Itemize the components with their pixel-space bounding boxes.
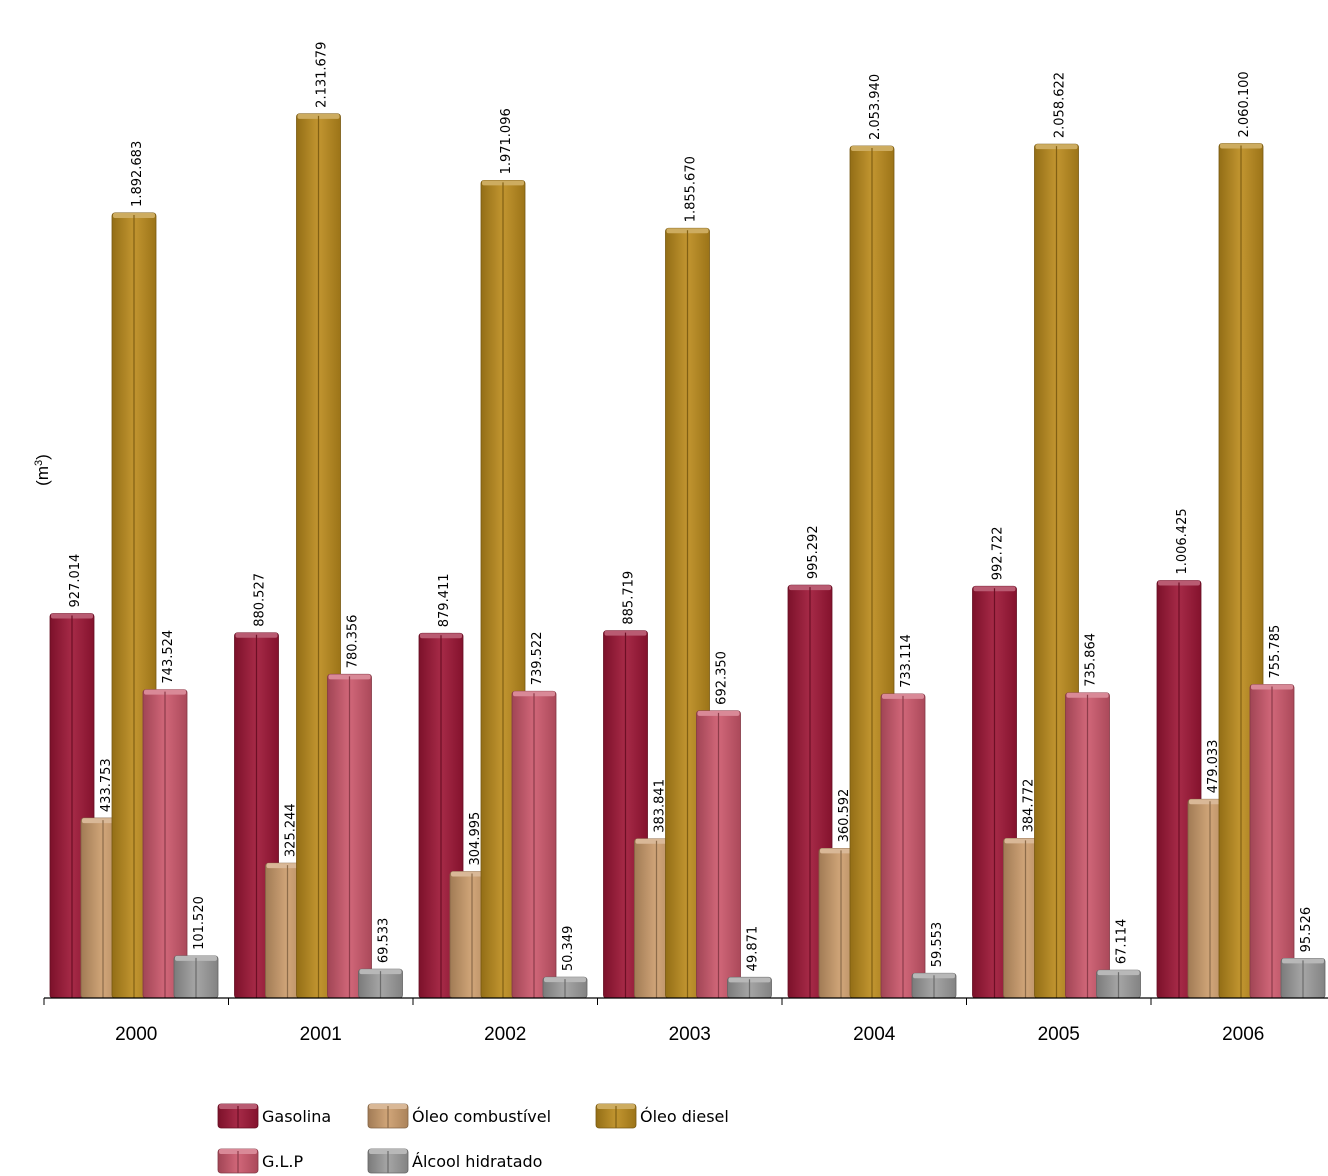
bar-2001-3 xyxy=(327,673,372,999)
data-label: 49.871 xyxy=(746,926,761,972)
bar-2003-4 xyxy=(727,976,772,999)
x-tick-label: 2003 xyxy=(669,1024,711,1045)
data-label: 735.864 xyxy=(1084,633,1099,687)
bar-2000-3 xyxy=(142,689,188,999)
data-label: 1.006.425 xyxy=(1175,508,1190,574)
data-label: 743.524 xyxy=(161,630,176,684)
legend-item: Óleo diesel xyxy=(595,1103,729,1129)
data-label: 733.114 xyxy=(899,634,914,688)
data-label: 101.520 xyxy=(192,896,207,950)
legend-label: Óleo combustível xyxy=(412,1107,551,1126)
data-label: 2.053.940 xyxy=(868,74,883,140)
x-tick-label: 2002 xyxy=(484,1024,526,1045)
x-tick-label: 2004 xyxy=(853,1024,896,1045)
y-axis-label-close: ) xyxy=(33,454,52,460)
data-label: 69.533 xyxy=(377,918,392,964)
data-label: 479.033 xyxy=(1206,740,1221,794)
bar-2002-4 xyxy=(542,976,588,999)
data-label: 879.411 xyxy=(437,573,452,627)
bars-layer xyxy=(49,113,1326,999)
bar-2001-4 xyxy=(358,968,403,999)
data-label: 304.995 xyxy=(468,812,483,866)
data-label: 885.719 xyxy=(622,571,637,625)
x-axis: 2000 2001 2002 2003 2004 2005 2006 xyxy=(43,997,1328,1045)
data-label: 384.772 xyxy=(1022,779,1037,833)
data-label: 692.350 xyxy=(715,651,730,705)
bar-2004-4 xyxy=(911,972,957,999)
data-label: 360.592 xyxy=(837,789,852,843)
data-label: 67.114 xyxy=(1115,919,1130,965)
legend-label: Álcool hidratado xyxy=(412,1152,542,1171)
legend-label: Óleo diesel xyxy=(640,1107,729,1126)
y-axis-label-superscript: 3 xyxy=(33,460,45,466)
legend-swatch xyxy=(595,1103,637,1129)
data-label: 739.522 xyxy=(530,631,545,685)
x-tick-label: 2000 xyxy=(115,1024,157,1045)
bar-2005-3 xyxy=(1065,692,1110,999)
x-tick-label: 2006 xyxy=(1222,1024,1264,1045)
legend-swatch xyxy=(217,1148,259,1174)
data-label: 59.553 xyxy=(930,922,945,968)
legend-item: Gasolina xyxy=(217,1103,331,1129)
bar-2006-4 xyxy=(1280,957,1326,999)
data-label: 780.356 xyxy=(346,615,361,669)
data-label: 755.785 xyxy=(1268,625,1283,679)
data-label: 2.058.622 xyxy=(1053,72,1068,138)
data-label: 383.841 xyxy=(653,779,668,833)
bar-2006-3 xyxy=(1249,684,1295,999)
y-axis-label: (m3) xyxy=(33,454,52,486)
bar-2000-4 xyxy=(173,955,219,999)
legend-swatch xyxy=(217,1103,259,1129)
legend: Gasolina Óleo combustível Óleo diesel G.L.P… xyxy=(217,1103,729,1174)
x-tick-label: 2001 xyxy=(300,1024,342,1045)
data-label: 325.244 xyxy=(284,803,299,857)
data-label: 1.892.683 xyxy=(130,141,145,207)
legend-swatch xyxy=(367,1103,409,1129)
data-label: 433.753 xyxy=(99,758,114,812)
data-label: 927.014 xyxy=(68,554,83,608)
data-label: 2.060.100 xyxy=(1237,71,1252,137)
legend-swatch xyxy=(367,1148,409,1174)
legend-label: Gasolina xyxy=(262,1107,331,1126)
legend-label: G.L.P xyxy=(262,1152,303,1171)
legend-item: Óleo combustível xyxy=(367,1103,551,1129)
legend-item: G.L.P xyxy=(217,1148,303,1174)
data-label: 95.526 xyxy=(1299,907,1314,953)
data-label: 995.292 xyxy=(806,525,821,579)
data-label: 2.131.679 xyxy=(315,42,330,108)
data-label: 1.971.096 xyxy=(499,108,514,174)
bar-2003-3 xyxy=(696,710,741,999)
x-tick-label: 2005 xyxy=(1038,1024,1080,1045)
y-axis-label-text: (m xyxy=(33,466,52,486)
data-label: 50.349 xyxy=(561,926,576,972)
bar-2004-3 xyxy=(880,693,926,999)
data-labels-layer: 927.014 433.753 1.892.683 743.524 101.520 880… xyxy=(68,42,1314,972)
legend-item: Álcool hidratado xyxy=(367,1148,542,1174)
data-label: 880.527 xyxy=(253,573,268,627)
bar-2002-3 xyxy=(511,690,557,999)
data-label: 1.855.670 xyxy=(684,156,699,222)
bar-2005-4 xyxy=(1096,969,1141,999)
data-label: 992.722 xyxy=(991,526,1006,580)
